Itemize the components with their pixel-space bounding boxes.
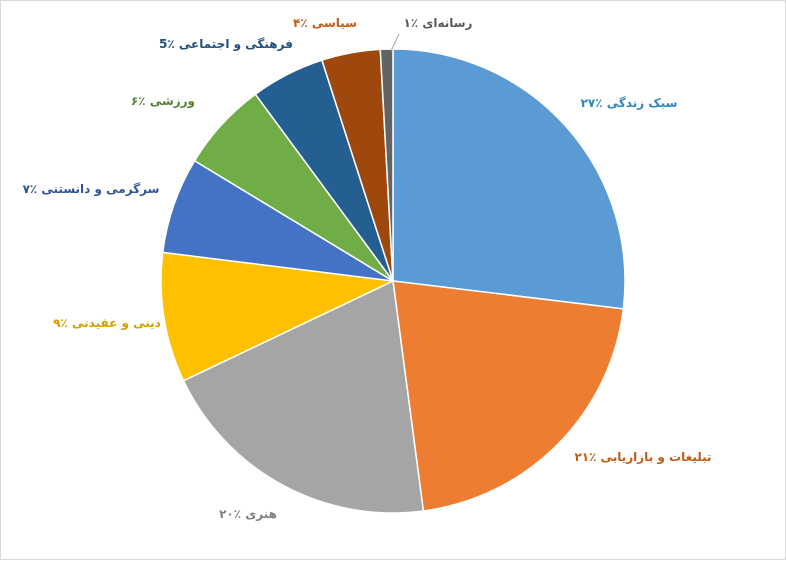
slice-labels: سبک زندگی ٪۲۷ تبلیغات و بازاریابی ٪۲۱ هنری… xyxy=(23,16,712,521)
slice-label-6: ورزشی ٪۶ xyxy=(131,94,195,109)
slice-label-3: هنری ٪۲۰ xyxy=(219,507,277,521)
slice-label-8: سیاسی ٪۴ xyxy=(293,16,357,30)
slice-label-7: فرهنگی و اجتماعی ٪5 xyxy=(159,37,293,52)
leader-line xyxy=(390,33,400,52)
pie-slice-4 xyxy=(160,251,396,382)
slice-label-4: دینی و عقیدتی ٪۹ xyxy=(53,316,161,331)
pie-slices xyxy=(160,48,626,514)
slice-label-9: رسانه‌ای ٪۱ xyxy=(404,16,473,30)
pie-slice-9 xyxy=(379,48,394,282)
slice-label-5: سرگرمی و دانستنی ٪۷ xyxy=(23,182,160,197)
pie-slice-3 xyxy=(182,279,425,514)
slice-label-1: سبک زندگی ٪۲۷ xyxy=(581,96,678,110)
pie-slice-1 xyxy=(392,48,626,310)
pie-slice-2 xyxy=(392,280,625,512)
slice-label-2: تبلیغات و بازاریابی ٪۲۱ xyxy=(574,450,711,465)
